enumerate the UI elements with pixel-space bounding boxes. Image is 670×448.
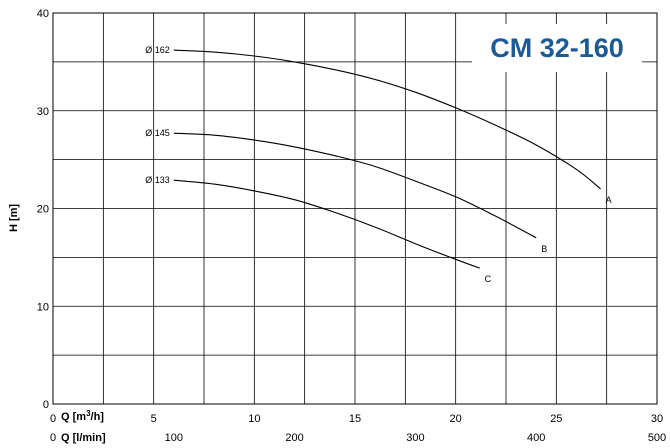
x-tick-label-lmin: 400	[527, 432, 545, 444]
x-tick-label-lmin: 500	[648, 432, 666, 444]
x-tick-label-m3h: 15	[349, 413, 361, 425]
x-tick-label-m3h: 20	[450, 413, 462, 425]
x-axis-label-superscript: 3	[86, 409, 91, 418]
x-tick-label-m3h: 0	[50, 413, 56, 425]
x-tick-label-m3h: 25	[550, 413, 562, 425]
x-tick-label-m3h: 10	[248, 413, 260, 425]
y-tick-label: 10	[37, 301, 49, 313]
chart-title-box: CM 32-160	[472, 24, 642, 72]
curve-a	[173, 49, 601, 190]
x-tick-label-lmin: 100	[165, 432, 183, 444]
grid-lines	[52, 12, 658, 405]
y-tick-label: 30	[37, 106, 49, 118]
x-axis-label-m3h-text: Q [m	[61, 411, 86, 423]
curve-end-label: C	[485, 274, 492, 284]
x-tick-label-lmin: 200	[285, 432, 303, 444]
x-axis-label-lmin: Q [l/min]	[61, 432, 106, 444]
x-axis-label-m3h: Q [m3/h]	[61, 409, 104, 423]
chart-title: CM 32-160	[490, 32, 624, 63]
x-tick-label-lmin: 0	[50, 432, 56, 444]
x-axis-label-rest: /h]	[91, 411, 105, 423]
curve-diameter-label: Ø 162	[145, 45, 170, 55]
curve-end-label: B	[541, 244, 547, 254]
curve-c	[173, 179, 480, 269]
curve-diameter-label: Ø 145	[145, 128, 170, 138]
y-tick-label: 20	[37, 204, 49, 216]
y-tick-label: 40	[37, 8, 49, 20]
x-tick-label-lmin: 300	[406, 432, 424, 444]
x-tick-label-m3h: 5	[151, 413, 157, 425]
pump-curves: Ø 162 A Ø 145 B Ø 133 C	[145, 45, 611, 284]
curve-end-label: A	[606, 195, 612, 205]
y-tick-label: 0	[43, 399, 49, 411]
curve-b	[173, 132, 537, 239]
y-axis-label: H [m]	[8, 204, 20, 232]
curve-diameter-label: Ø 133	[145, 175, 170, 185]
x-tick-label-m3h: 30	[651, 413, 663, 425]
